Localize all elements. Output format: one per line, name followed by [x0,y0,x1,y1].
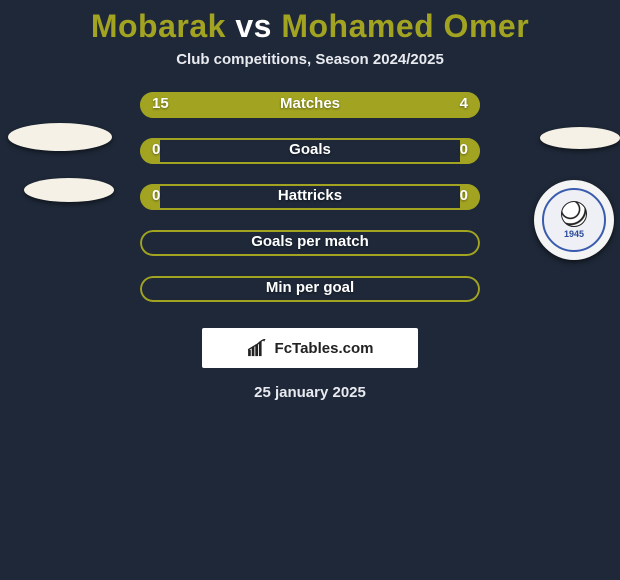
vs-separator: vs [226,8,281,44]
stat-value-right: 0 [460,187,468,204]
date-text: 25 january 2025 [0,384,620,401]
badge-year: 1945 [564,229,584,239]
stat-value-right: 0 [460,141,468,158]
stat-value-left: 0 [152,141,160,158]
stat-value-right: 4 [460,95,468,112]
stat-bar: Matches15 4 [140,92,480,118]
subtitle: Club competitions, Season 2024/2025 [0,51,620,68]
attribution-box: FcTables.com [202,328,418,368]
stat-bar: Goals per match [140,230,480,256]
stat-value-left: 0 [152,187,160,204]
page-title: Mobarak vs Mohamed Omer [0,0,620,51]
soccer-ball-icon [561,201,587,227]
team-left-logo-1 [8,123,112,151]
stat-bar: Goals0 0 [140,138,480,164]
stat-bar: Hattricks0 0 [140,184,480,210]
player1-name: Mobarak [91,8,226,44]
team-left-logo-2 [24,178,114,202]
stat-label: Goals per match [140,233,480,250]
stat-label: Min per goal [140,279,480,296]
player2-name: Mohamed Omer [281,8,529,44]
stat-row: Min per goal [0,276,620,322]
team-right-badge: 1945 [534,180,614,260]
bars-chart-icon [247,339,269,357]
stat-row: Goals per match [0,230,620,276]
attribution-text: FcTables.com [275,340,374,357]
stat-label: Goals [140,141,480,158]
team-right-logo-1 [540,127,620,149]
stat-bar: Min per goal [140,276,480,302]
stat-label: Hattricks [140,187,480,204]
stat-value-left: 15 [152,95,169,112]
stat-label: Matches [140,95,480,112]
